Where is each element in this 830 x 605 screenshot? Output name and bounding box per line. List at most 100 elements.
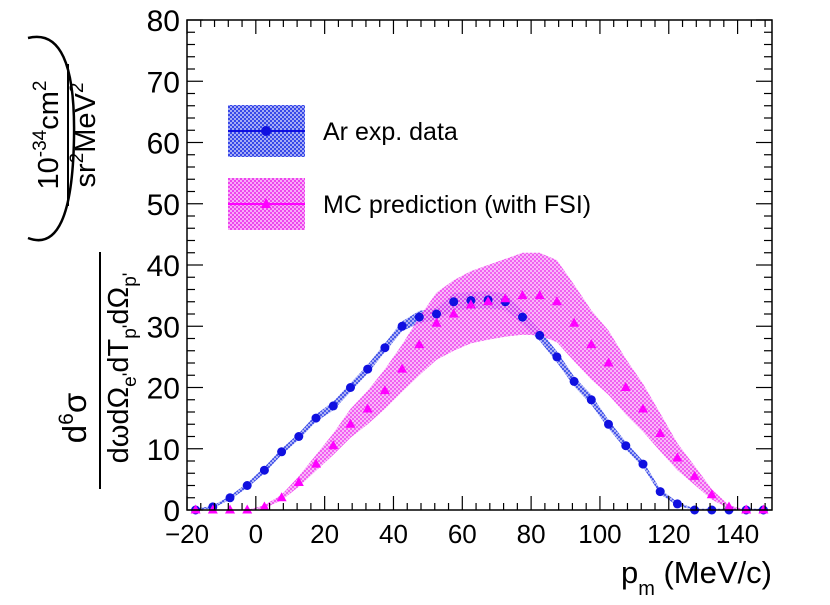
mc-point-27 bbox=[655, 427, 666, 437]
mc-point-26 bbox=[637, 403, 648, 413]
y-axis-title: d6σ dωdΩe'dTp'dΩp' 10-34cm2 sr2MeV2 bbox=[27, 35, 141, 489]
y-title-unit-sr: sr bbox=[70, 163, 102, 188]
x-tick-label: 80 bbox=[517, 519, 546, 549]
mc-point-24 bbox=[603, 357, 614, 367]
y-title-unit-numerator: 10-34cm2 bbox=[30, 81, 65, 190]
y-title-den-part1: dωdΩ bbox=[103, 387, 135, 464]
legend-swatch-mc-marker bbox=[261, 198, 271, 208]
data-point-10 bbox=[363, 364, 373, 374]
data-point-7 bbox=[311, 413, 321, 423]
mc-point-33 bbox=[758, 504, 769, 514]
mc-point-6 bbox=[293, 476, 304, 486]
mc-point-8 bbox=[328, 440, 339, 450]
uncertainty-bands bbox=[195, 252, 764, 511]
data-point-20 bbox=[535, 330, 545, 340]
mc-point-22 bbox=[569, 317, 580, 327]
x-axis-title: pm (MeV/c) bbox=[621, 555, 772, 600]
y-tick-label: 70 bbox=[147, 66, 180, 99]
data-point-24 bbox=[604, 419, 613, 429]
legend-entry-mc: MC prediction (with FSI) bbox=[228, 178, 591, 230]
y-title-unit-mev: MeV bbox=[70, 92, 102, 152]
y-title-den-part2: dT bbox=[103, 339, 135, 373]
legend-swatch-data-marker bbox=[261, 126, 271, 136]
data-point-27 bbox=[655, 487, 665, 497]
y-title-denominator: dωdΩe'dTp'dΩp' bbox=[103, 273, 141, 464]
x-tick-label: 120 bbox=[647, 519, 690, 549]
data-point-9 bbox=[346, 383, 355, 392]
y-title-den-sub3: p' bbox=[120, 273, 141, 287]
mc-point-16 bbox=[465, 299, 476, 309]
x-tick-labels: −20 0 20 40 60 80 100 120 140 bbox=[165, 519, 759, 549]
data-point-26 bbox=[638, 459, 648, 469]
mc-point-13 bbox=[414, 339, 425, 349]
data-point-8 bbox=[328, 401, 338, 411]
data-point-23 bbox=[586, 395, 596, 405]
x-tick-label: 140 bbox=[716, 519, 759, 549]
mc-point-4 bbox=[259, 501, 270, 511]
y-title-unit-base: 10 bbox=[33, 157, 65, 189]
band-series-1 bbox=[195, 252, 764, 511]
y-title-unit-denominator: sr2MeV2 bbox=[67, 83, 102, 188]
data-point-22 bbox=[569, 376, 579, 386]
y-title-den-sub2: p' bbox=[120, 325, 141, 339]
mc-point-1 bbox=[207, 504, 218, 514]
data-point-28 bbox=[672, 499, 682, 509]
mc-point-18 bbox=[500, 293, 511, 303]
y-title-den-part3: dΩ bbox=[103, 287, 135, 325]
mc-point-30 bbox=[706, 489, 717, 499]
mc-point-0 bbox=[190, 504, 201, 514]
x-tick-label: 100 bbox=[578, 519, 621, 549]
legend-label-mc: MC prediction (with FSI) bbox=[323, 191, 591, 219]
legend: Ar exp. data MC prediction (with FSI) bbox=[228, 105, 591, 230]
mc-point-17 bbox=[483, 296, 494, 306]
mc-point-23 bbox=[586, 339, 597, 349]
mc-point-10 bbox=[362, 403, 373, 413]
data-markers bbox=[190, 290, 769, 515]
mc-point-32 bbox=[741, 504, 752, 514]
data-point-25 bbox=[621, 441, 631, 451]
data-point-15 bbox=[449, 297, 459, 307]
y-tick-label: 20 bbox=[147, 373, 180, 406]
mc-point-21 bbox=[551, 296, 562, 306]
data-point-3 bbox=[242, 481, 252, 490]
x-tick-label: 20 bbox=[310, 519, 339, 549]
data-point-6 bbox=[294, 432, 304, 441]
data-point-2 bbox=[225, 493, 235, 503]
data-point-11 bbox=[380, 343, 390, 353]
x-tick-label: 60 bbox=[448, 519, 477, 549]
data-point-21 bbox=[552, 352, 562, 362]
x-axis-title-sub: m bbox=[638, 578, 655, 600]
mc-point-2 bbox=[225, 504, 236, 514]
x-tick-label: 0 bbox=[249, 519, 263, 549]
mc-point-7 bbox=[311, 458, 322, 468]
y-title-num-power: 6 bbox=[55, 413, 78, 425]
y-title-unit-cm: cm bbox=[33, 91, 65, 130]
mc-point-28 bbox=[672, 452, 683, 462]
y-tick-label: 0 bbox=[163, 495, 180, 528]
mc-point-14 bbox=[431, 317, 442, 327]
data-point-5 bbox=[277, 447, 287, 457]
data-point-13 bbox=[414, 312, 424, 322]
mc-point-5 bbox=[276, 492, 287, 502]
x-tick-label: 40 bbox=[379, 519, 408, 549]
legend-label-data: Ar exp. data bbox=[323, 118, 458, 146]
y-tick-label: 30 bbox=[147, 311, 180, 344]
y-title-num-d: d bbox=[56, 425, 93, 443]
y-title-numerator: d6σ bbox=[55, 393, 93, 443]
y-tick-label: 60 bbox=[147, 128, 180, 161]
data-point-4 bbox=[259, 465, 269, 475]
axis-ticks bbox=[186, 19, 772, 511]
data-point-14 bbox=[432, 309, 441, 319]
mc-point-11 bbox=[379, 385, 390, 395]
y-tick-label: 50 bbox=[147, 189, 180, 222]
x-axis-title-main: p bbox=[621, 555, 638, 590]
y-tick-labels: 0 10 20 30 40 50 60 70 80 bbox=[147, 5, 180, 528]
y-tick-label: 10 bbox=[147, 434, 180, 467]
y-title-paren-left bbox=[27, 35, 76, 242]
y-title-num-sigma: σ bbox=[56, 393, 93, 413]
mc-point-15 bbox=[448, 308, 459, 318]
data-point-12 bbox=[397, 321, 407, 331]
y-tick-label: 80 bbox=[147, 5, 180, 38]
y-title-unit-cm-exp: 2 bbox=[30, 81, 51, 92]
